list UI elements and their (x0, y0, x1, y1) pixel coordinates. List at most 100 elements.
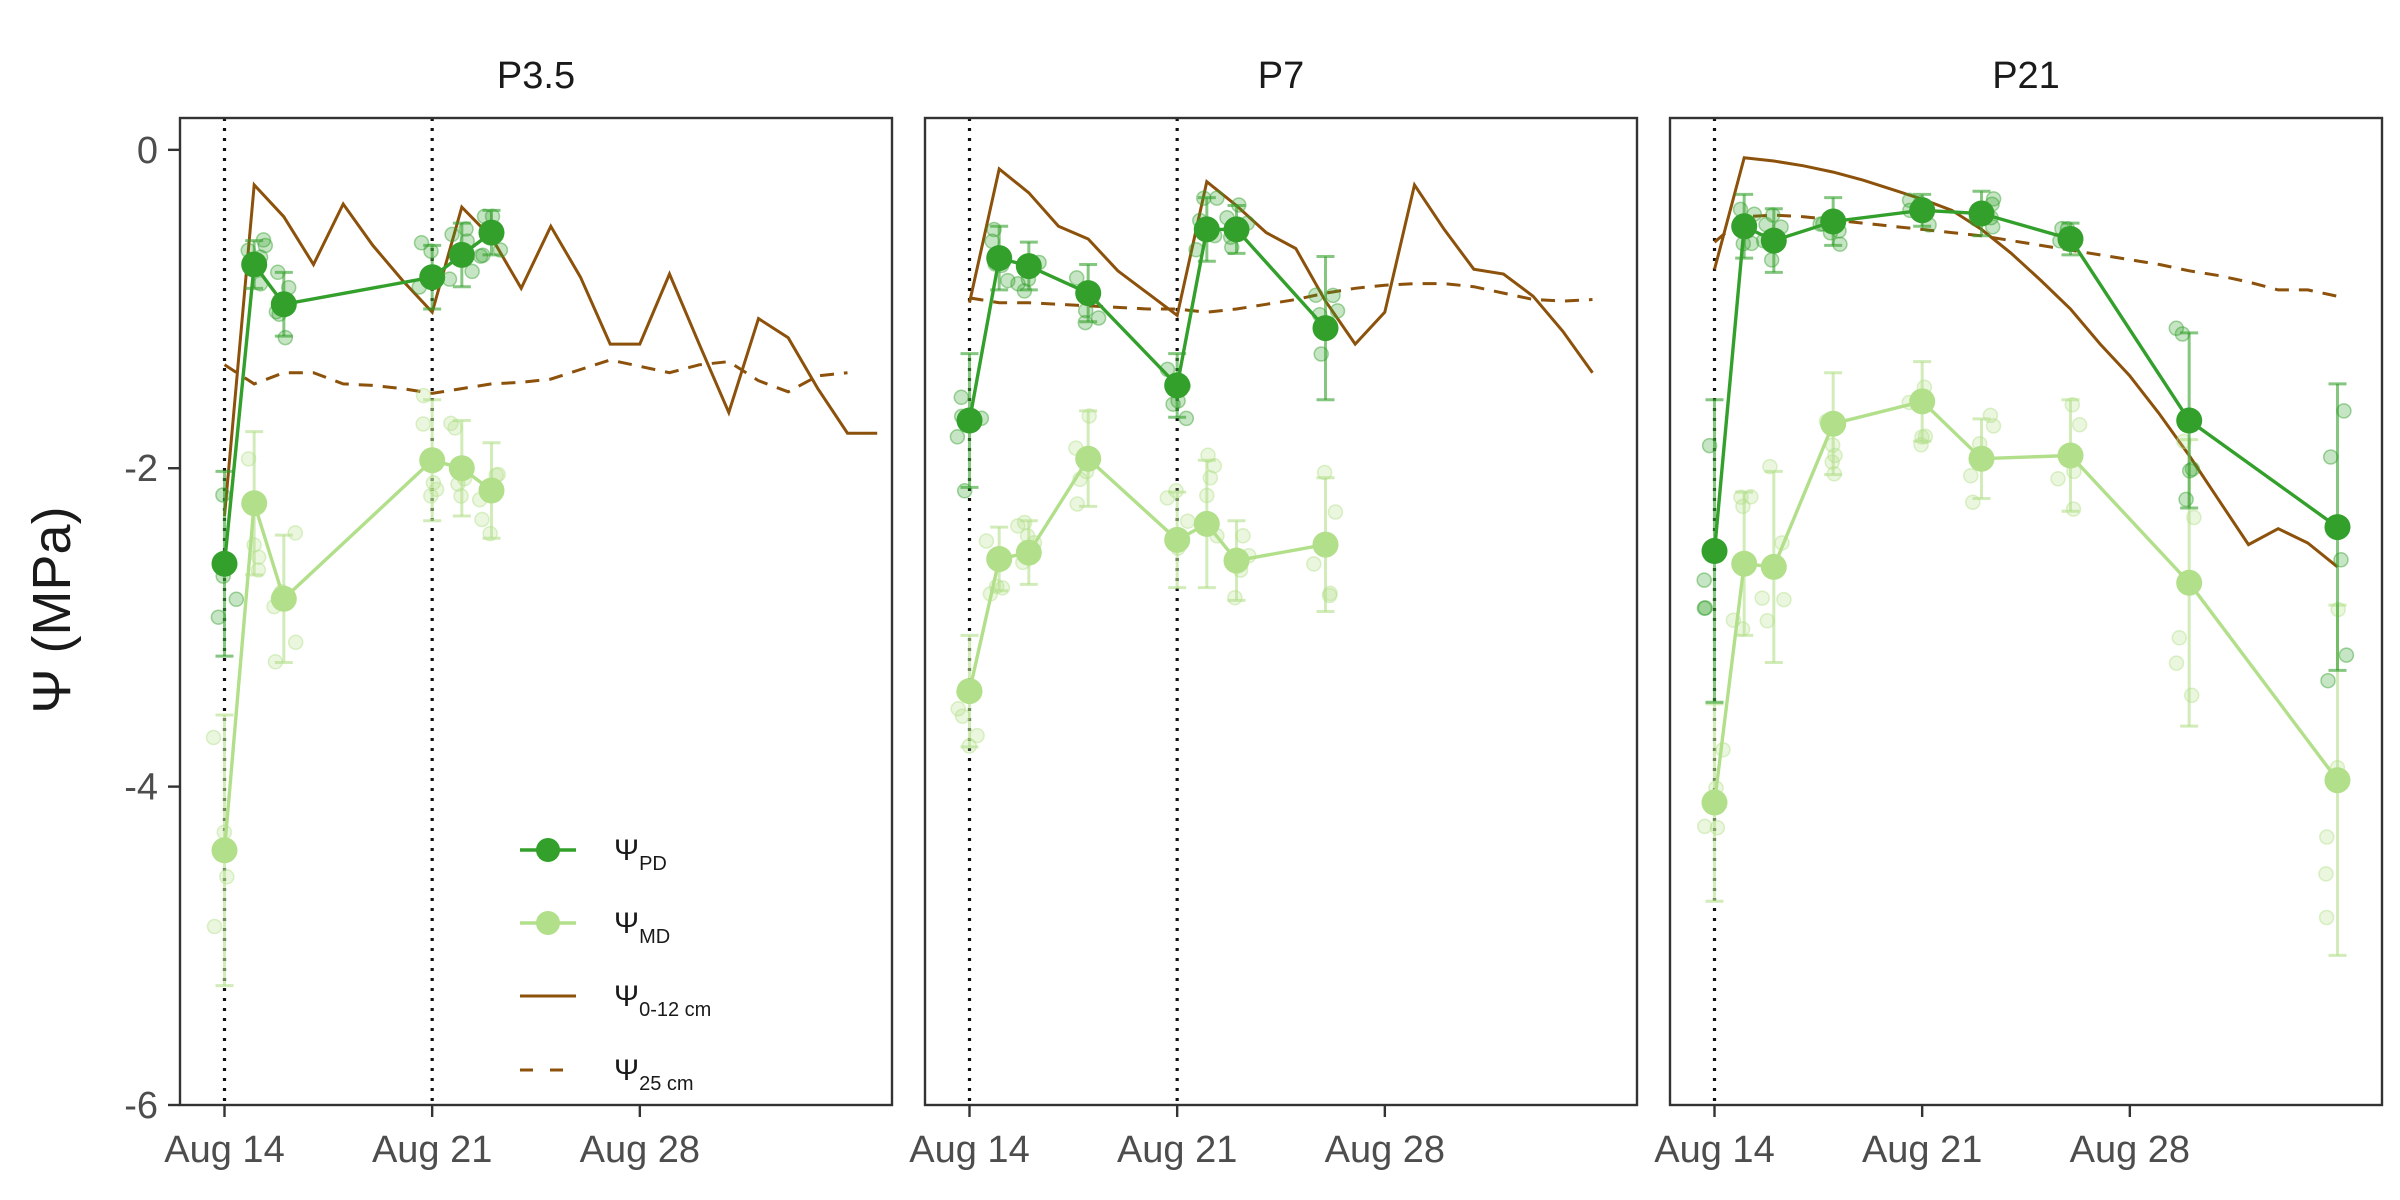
panel-title: P21 (1992, 55, 2060, 97)
data-point-md (2324, 767, 2351, 794)
data-point-pd (1223, 216, 1250, 243)
data-point-md (448, 455, 475, 482)
replicate-point (953, 389, 970, 406)
series-line-psi-25cm (223, 358, 848, 395)
data-point-md (1820, 410, 1847, 437)
y-tick-label: 0 (137, 130, 158, 172)
replicate-point (1827, 447, 1843, 464)
replicate-point (2319, 829, 2335, 845)
replicate-point (206, 918, 223, 935)
data-point-md (2176, 569, 2203, 596)
data-point-pd (270, 291, 297, 318)
data-point-md (241, 490, 268, 517)
replicate-point (1306, 556, 1322, 572)
replicate-point (287, 525, 304, 541)
panel-title: P3.5 (497, 55, 575, 97)
replicate-point (219, 869, 235, 885)
series-line-psi-0-12cm (968, 166, 1594, 374)
chart-legend: ΨPD ΨMD Ψ0-12 cm Ψ25 cm (520, 834, 711, 1095)
replicate-point (1985, 191, 2002, 207)
panel-frame (178, 116, 894, 1107)
data-point-md (1968, 445, 1995, 472)
replicate-point (2318, 909, 2335, 926)
legend-marker (536, 838, 560, 862)
series-pd (949, 190, 1346, 499)
data-point-md (211, 837, 238, 864)
replicate-point (1709, 819, 1726, 836)
replicate-point (969, 727, 985, 744)
replicate-point (474, 511, 490, 528)
x-tick-label: Aug 28 (1325, 1129, 1445, 1171)
data-point-pd (1909, 197, 1936, 224)
data-point-md (270, 585, 297, 612)
replicate-point (1759, 613, 1776, 629)
series-pd (210, 208, 509, 658)
replicate-point (1327, 504, 1344, 520)
legend-marker (536, 911, 560, 935)
replicate-point (2183, 687, 2200, 704)
data-point-pd (419, 264, 446, 291)
data-point-md (1164, 526, 1191, 553)
replicate-point (447, 420, 463, 436)
panel-p21: P21 Aug 14 Aug 21 Aug 28 (1654, 55, 2384, 1171)
data-point-md (1701, 789, 1728, 816)
data-point-md (986, 546, 1013, 572)
replicate-point (444, 226, 460, 243)
y-tick-label: -6 (124, 1085, 158, 1127)
data-point-pd (1968, 200, 1995, 227)
legend-label: Ψ0-12 cm (614, 980, 711, 1021)
y-tick-label: -2 (124, 448, 158, 490)
replicate-point (1227, 589, 1243, 606)
x-tick-label: Aug 28 (2070, 1129, 2190, 1171)
legend-label: Ψ25 cm (614, 1054, 694, 1095)
y-tick-label: -4 (124, 767, 158, 809)
series-line-psi-25cm (969, 282, 1593, 314)
series-line-md (222, 458, 493, 851)
series-pd (1696, 189, 2355, 704)
replicate-point (1697, 600, 1714, 616)
series-line-psi-0-12cm (223, 181, 878, 517)
series-md (950, 408, 1344, 754)
x-tick-label: Aug 14 (1654, 1129, 1774, 1171)
data-point-pd (986, 245, 1013, 272)
data-point-pd (956, 407, 983, 434)
replicate-point (1235, 528, 1251, 544)
data-point-md (478, 477, 505, 504)
legend-item-md: ΨMD (520, 907, 670, 948)
legend-item-soil12: Ψ0-12 cm (520, 980, 711, 1021)
replicate-point (1696, 572, 1712, 588)
x-tick-label: Aug 21 (1117, 1129, 1237, 1171)
data-point-md (419, 447, 446, 474)
data-point-pd (1312, 315, 1339, 342)
series-md (1696, 360, 2351, 957)
replicate-point (2064, 397, 2081, 413)
data-point-pd (1015, 253, 1042, 280)
replicate-point (2318, 866, 2334, 882)
data-point-md (1731, 550, 1758, 577)
data-point-pd (211, 550, 238, 577)
replicate-point (1696, 818, 1713, 835)
legend-label: ΨMD (614, 907, 670, 948)
series-line-psi-0-12cm (1713, 156, 2339, 569)
data-point-md (1015, 539, 1042, 566)
data-point-pd (1731, 213, 1758, 240)
data-point-pd (478, 219, 505, 246)
replicate-point (1069, 496, 1086, 512)
series-md (205, 387, 506, 988)
data-point-pd (448, 241, 475, 268)
x-tick-label: Aug 21 (372, 1129, 492, 1171)
replicate-point (1159, 490, 1176, 506)
chart-panels: P3.5 Aug 14 Aug 21 Aug 28 0 -2 -4 -6 P7 Aug 14 Aug… (124, 55, 2384, 1171)
legend-item-soil25: Ψ25 cm (520, 1054, 694, 1095)
replicate-point (1696, 600, 1713, 616)
replicate-point (2171, 630, 2188, 646)
panel-p3-5: P3.5 Aug 14 Aug 21 Aug 28 0 -2 -4 -6 (124, 55, 894, 1171)
replicate-point (978, 533, 995, 549)
replicate-point (2071, 416, 2088, 433)
data-point-pd (2176, 407, 2203, 434)
replicate-point (1010, 518, 1026, 534)
replicate-point (1763, 252, 1780, 268)
data-point-md (1075, 445, 1102, 472)
panel-frame (923, 116, 1639, 1107)
